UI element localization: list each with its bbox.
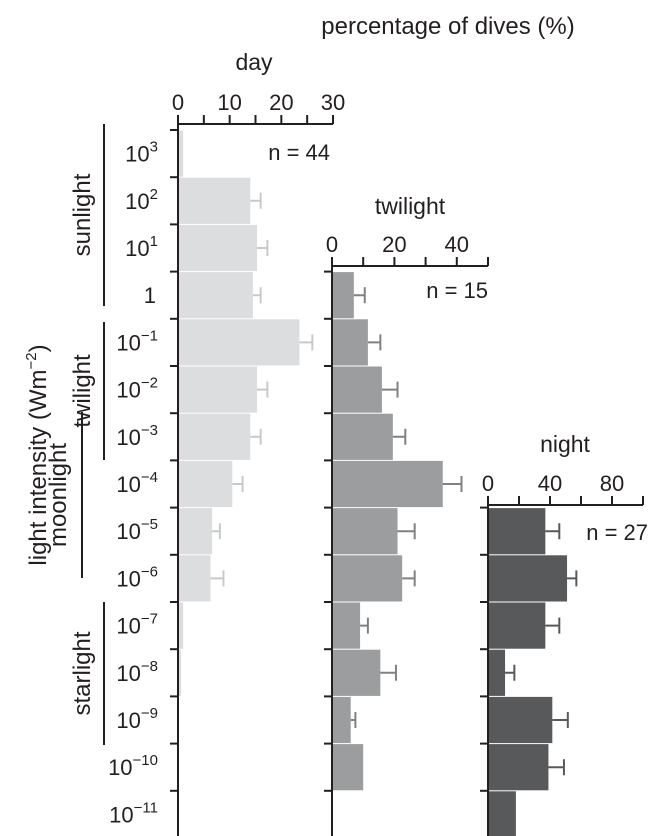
category-label: 103: [125, 139, 158, 167]
bar-day: [178, 555, 211, 602]
bar-twilight: [332, 555, 403, 602]
error-bar-day: [252, 287, 262, 304]
y-axis-label: light intensity (Wm−2): [23, 344, 52, 565]
error-bar-twilight: [402, 570, 416, 587]
bar-twilight: [332, 319, 368, 366]
panel-title: day: [235, 49, 273, 75]
error-bar-day: [210, 570, 225, 587]
chart-panels: 0 10 20 30 day n = 44 0 20 40 twilight n = 15 0 40 80…: [170, 49, 648, 836]
bar-twilight: [332, 413, 393, 460]
category-label: 10−9: [116, 705, 158, 733]
bar-day: [178, 366, 258, 413]
bar-day: [178, 319, 300, 366]
error-bar-day: [299, 334, 314, 351]
bar-twilight: [332, 366, 382, 413]
bar-day: [178, 413, 251, 460]
x-tick-label: 40: [445, 232, 469, 257]
panel-twilight: 0 20 40 twilight n = 15: [324, 193, 489, 836]
bar-twilight: [332, 508, 398, 555]
x-tick-label: 20: [382, 232, 406, 257]
bar-night: [488, 744, 549, 791]
x-tick-label: 0: [482, 471, 494, 496]
bar-day: [178, 224, 258, 272]
x-tick-label: 10: [217, 90, 241, 115]
bar-twilight: [332, 272, 354, 319]
regime-label: sunlight: [69, 173, 96, 256]
panel-day: 0 10 20 30 day n = 44: [170, 49, 345, 836]
error-bar-day: [232, 476, 244, 492]
bar-twilight: [332, 696, 351, 744]
bar-night: [488, 791, 516, 836]
category-label: 10−11: [109, 799, 158, 827]
error-bar-twilight: [381, 381, 399, 398]
error-bar-day: [257, 240, 269, 256]
category-label: 10−2: [116, 375, 158, 403]
bar-day: [178, 649, 182, 696]
error-bar-twilight: [350, 712, 357, 728]
bar-twilight: [332, 602, 361, 649]
category-labels: 103 102 101 1 10−1 10−2 10−3 10−4 10−5 10−6 10−7 10…: [108, 139, 158, 828]
figure-title: percentage of dives (%): [321, 13, 574, 40]
bar-twilight: [332, 649, 381, 696]
bar-night: [488, 508, 546, 555]
x-tick-label: 0: [326, 232, 338, 257]
bar-twilight: [332, 744, 364, 791]
error-bar-twilight: [353, 287, 366, 304]
bar-day: [178, 602, 184, 649]
error-bar-day: [212, 523, 221, 540]
error-bar-night: [545, 523, 561, 540]
error-bar-twilight: [367, 334, 382, 351]
panel-night: 0 40 80 night n = 27: [480, 431, 648, 836]
n-label: n = 44: [268, 140, 330, 165]
category-label: 10−10: [108, 752, 158, 780]
error-bar-day: [257, 381, 269, 398]
n-label: n = 27: [586, 520, 648, 545]
bar-night: [488, 696, 553, 744]
n-label: n = 15: [426, 278, 488, 303]
x-tick-label: 0: [172, 90, 184, 115]
regime-label: moonlight: [45, 443, 72, 547]
error-bar-night: [567, 570, 578, 587]
category-label: 102: [125, 186, 158, 214]
category-label: 10−3: [116, 422, 158, 450]
bar-day: [178, 508, 213, 555]
error-bar-day: [250, 192, 262, 209]
error-bar-twilight: [397, 523, 416, 540]
category-label: 10−7: [116, 611, 158, 639]
regime-label: starlight: [69, 631, 96, 715]
category-label: 10−4: [116, 469, 158, 497]
error-bar-twilight: [380, 664, 397, 681]
error-bar-night: [545, 617, 561, 634]
x-tick-label: 30: [321, 90, 345, 115]
x-tick-label: 40: [538, 471, 562, 496]
error-bar-night: [552, 712, 569, 728]
error-bar-twilight: [392, 428, 407, 445]
bar-twilight: [332, 460, 443, 508]
bar-day: [178, 460, 233, 508]
error-bar-twilight: [442, 476, 463, 492]
category-label: 10−1: [116, 327, 158, 355]
error-bar-twilight: [360, 617, 369, 634]
bar-day: [178, 177, 251, 224]
x-tick-label: 80: [600, 471, 624, 496]
x-tick-label: 20: [269, 90, 293, 115]
panel-title: twilight: [375, 193, 446, 219]
category-label: 10−6: [116, 563, 158, 591]
bar-day: [178, 130, 184, 177]
category-label: 101: [125, 233, 158, 261]
category-label: 1: [144, 283, 156, 308]
bar-day: [178, 272, 253, 319]
bar-night: [488, 602, 546, 649]
panel-title: night: [540, 431, 590, 457]
bar-night: [488, 649, 506, 696]
category-label: 10−5: [116, 516, 158, 544]
error-bar-night: [548, 759, 565, 776]
category-label: 10−8: [116, 658, 158, 686]
error-bar-day: [250, 428, 262, 445]
bar-night: [488, 555, 568, 602]
error-bar-night: [505, 664, 516, 681]
